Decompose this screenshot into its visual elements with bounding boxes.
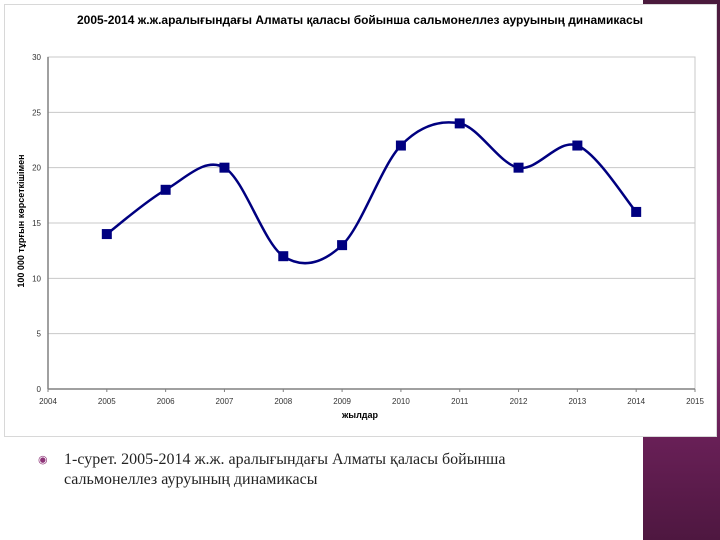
figure-caption: ◉ 1-сурет. 2005-2014 ж.ж. аралығындағы А… — [38, 450, 598, 490]
y-tick-label: 30 — [32, 53, 41, 62]
data-point-marker — [101, 229, 112, 240]
caption-text: 1-сурет. 2005-2014 ж.ж. аралығындағы Алм… — [64, 451, 506, 488]
y-tick-label: 5 — [37, 330, 42, 339]
data-point-marker — [337, 240, 348, 251]
series-line — [106, 121, 638, 265]
x-tick-label: 2011 — [451, 397, 469, 406]
data-point-marker — [572, 140, 583, 151]
data-point-marker — [160, 184, 171, 195]
y-tick-label: 25 — [32, 108, 41, 117]
x-tick-label: 2010 — [392, 397, 410, 406]
chart-title: 2005-2014 ж.ж.аралығындағы Алматы қаласы… — [77, 13, 643, 27]
data-point-marker — [219, 162, 230, 173]
x-tick-label: 2015 — [686, 397, 704, 406]
x-tick-label: 2007 — [216, 397, 234, 406]
data-point-marker — [395, 140, 406, 151]
y-tick-label: 20 — [32, 164, 41, 173]
x-tick-label: 2009 — [333, 397, 351, 406]
x-axis-label: жылдар — [342, 410, 378, 420]
x-tick-label: 2014 — [627, 397, 645, 406]
x-tick-label: 2004 — [39, 397, 57, 406]
data-point-marker — [278, 251, 289, 262]
y-tick-label: 15 — [32, 219, 41, 228]
bullet-circled-dot-icon: ◉ — [38, 454, 48, 466]
data-point-marker — [513, 162, 524, 173]
y-tick-label: 10 — [32, 274, 41, 283]
x-tick-label: 2012 — [510, 397, 528, 406]
x-tick-label: 2005 — [98, 397, 116, 406]
x-tick-label: 2013 — [568, 397, 586, 406]
y-axis-label: 100 000 тұрғын көрсеткішімен — [16, 154, 26, 288]
data-point-marker — [454, 118, 465, 129]
data-point-marker — [631, 206, 642, 217]
x-tick-label: 2008 — [274, 397, 292, 406]
x-tick-label: 2006 — [157, 397, 175, 406]
line-chart: 0 5 10 15 20 25 30 2004 2005 2006 2007 2008 2009 2010… — [32, 53, 704, 406]
y-tick-label: 0 — [37, 385, 42, 394]
